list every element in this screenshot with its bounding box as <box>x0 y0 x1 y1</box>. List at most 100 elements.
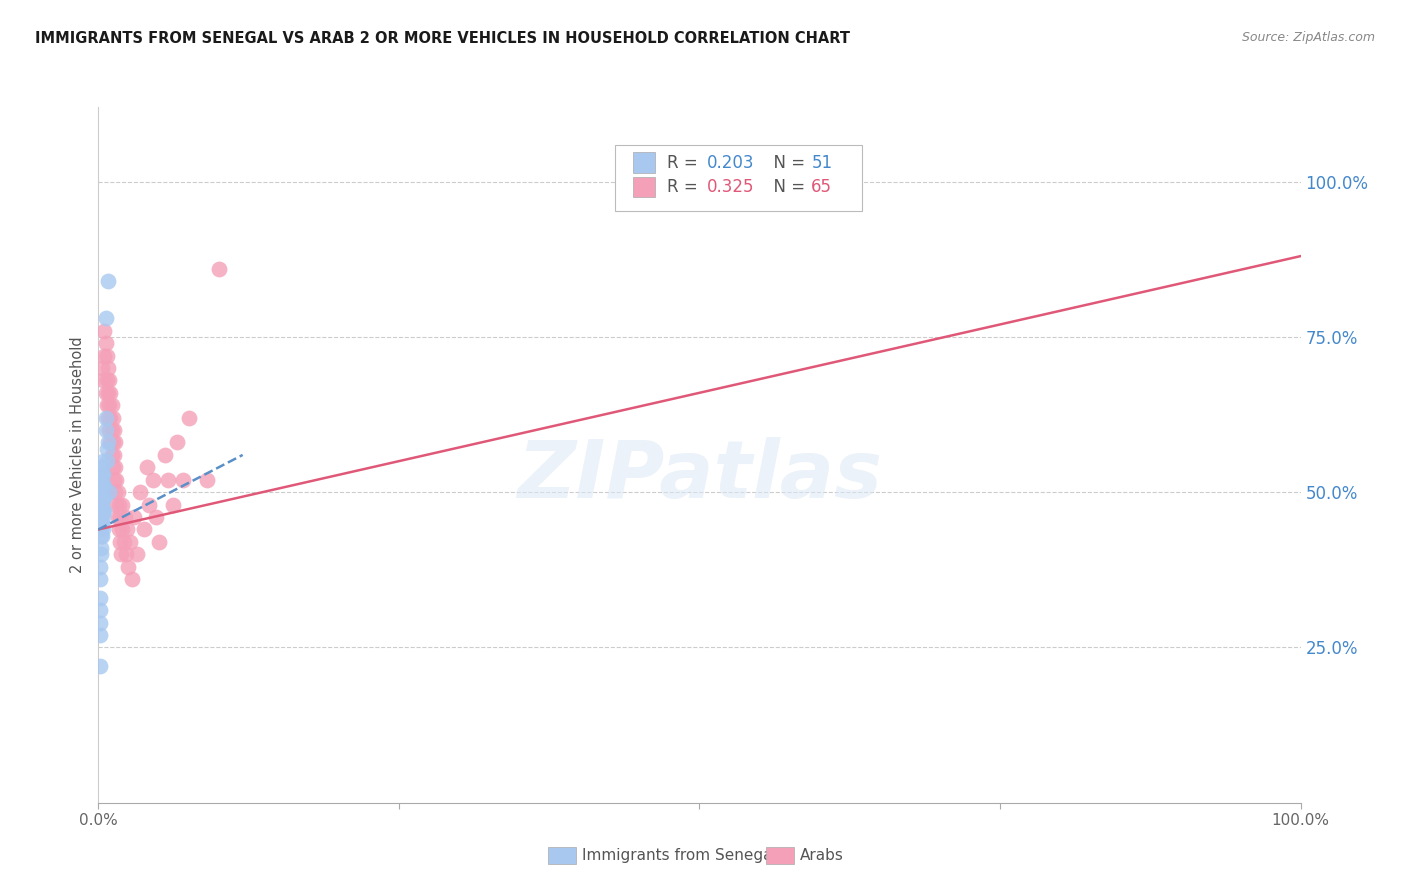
Point <box>104 435 127 450</box>
Point <box>103 423 125 437</box>
Point <box>91 516 114 531</box>
Point <box>96 398 118 412</box>
Point <box>91 460 114 475</box>
Point <box>89 572 111 586</box>
Point <box>153 448 176 462</box>
Point <box>90 541 112 555</box>
Point <box>91 529 114 543</box>
Point <box>148 535 170 549</box>
Y-axis label: 2 or more Vehicles in Household: 2 or more Vehicles in Household <box>70 336 86 574</box>
Point <box>104 485 127 500</box>
Point <box>108 523 131 537</box>
Point <box>90 485 112 500</box>
Point <box>104 460 127 475</box>
Point <box>98 373 121 387</box>
Point <box>107 485 129 500</box>
Text: R =: R = <box>666 153 703 171</box>
Point <box>94 336 117 351</box>
Point <box>90 547 112 561</box>
Point <box>166 435 188 450</box>
Point <box>97 274 120 288</box>
Point <box>101 460 124 475</box>
Point <box>89 659 111 673</box>
Text: Immigrants from Senegal: Immigrants from Senegal <box>582 848 778 863</box>
Point <box>145 510 167 524</box>
Text: Source: ZipAtlas.com: Source: ZipAtlas.com <box>1241 31 1375 45</box>
FancyBboxPatch shape <box>616 145 862 211</box>
Point <box>108 510 131 524</box>
Point <box>89 628 111 642</box>
Text: N =: N = <box>763 153 811 171</box>
Point <box>125 547 148 561</box>
Point <box>100 423 122 437</box>
Point <box>124 510 146 524</box>
Point <box>111 498 134 512</box>
Point <box>90 473 112 487</box>
Point <box>141 473 163 487</box>
Point <box>91 473 114 487</box>
Point <box>103 448 125 462</box>
Text: Arabs: Arabs <box>800 848 844 863</box>
Point <box>121 572 143 586</box>
Point <box>89 603 111 617</box>
Point <box>93 491 115 506</box>
Point <box>96 349 118 363</box>
Point <box>91 504 114 518</box>
Point <box>117 559 139 574</box>
Point <box>97 410 120 425</box>
Bar <box>633 177 655 197</box>
Point <box>195 473 218 487</box>
Point <box>100 385 122 400</box>
Point <box>100 398 122 412</box>
Point <box>108 535 131 549</box>
Point <box>91 479 114 493</box>
Bar <box>633 153 655 173</box>
Point <box>98 398 121 412</box>
Point <box>208 261 231 276</box>
Point <box>93 349 115 363</box>
Point <box>90 504 112 518</box>
Point <box>101 435 124 450</box>
Point <box>89 559 111 574</box>
Text: R =: R = <box>666 178 703 196</box>
Point <box>138 498 160 512</box>
Text: 51: 51 <box>811 153 832 171</box>
Point <box>90 516 112 531</box>
Point <box>90 491 112 506</box>
Point <box>114 510 136 524</box>
Point <box>91 510 114 524</box>
Point <box>100 448 122 462</box>
Point <box>94 410 117 425</box>
Point <box>90 491 112 506</box>
Point <box>90 523 112 537</box>
Point <box>177 410 200 425</box>
Point <box>91 491 114 506</box>
Text: 0.203: 0.203 <box>707 153 754 171</box>
Point <box>90 529 112 543</box>
Point <box>93 479 115 493</box>
Point <box>91 523 114 537</box>
Point <box>132 523 155 537</box>
Point <box>91 498 114 512</box>
Point <box>101 410 124 425</box>
Point <box>98 423 121 437</box>
Point <box>157 473 180 487</box>
Point <box>90 504 112 518</box>
Point <box>94 385 117 400</box>
Point <box>90 498 112 512</box>
Point <box>105 498 128 512</box>
Point <box>111 523 134 537</box>
Point <box>97 435 120 450</box>
Point <box>90 510 112 524</box>
Text: 65: 65 <box>811 178 832 196</box>
Text: 0.325: 0.325 <box>707 178 754 196</box>
Point <box>135 460 157 475</box>
Point <box>93 504 115 518</box>
Point <box>91 504 114 518</box>
Point <box>96 454 118 468</box>
Point <box>91 491 114 506</box>
Point <box>100 410 122 425</box>
Point <box>103 473 125 487</box>
Point <box>94 423 117 437</box>
Point <box>172 473 194 487</box>
